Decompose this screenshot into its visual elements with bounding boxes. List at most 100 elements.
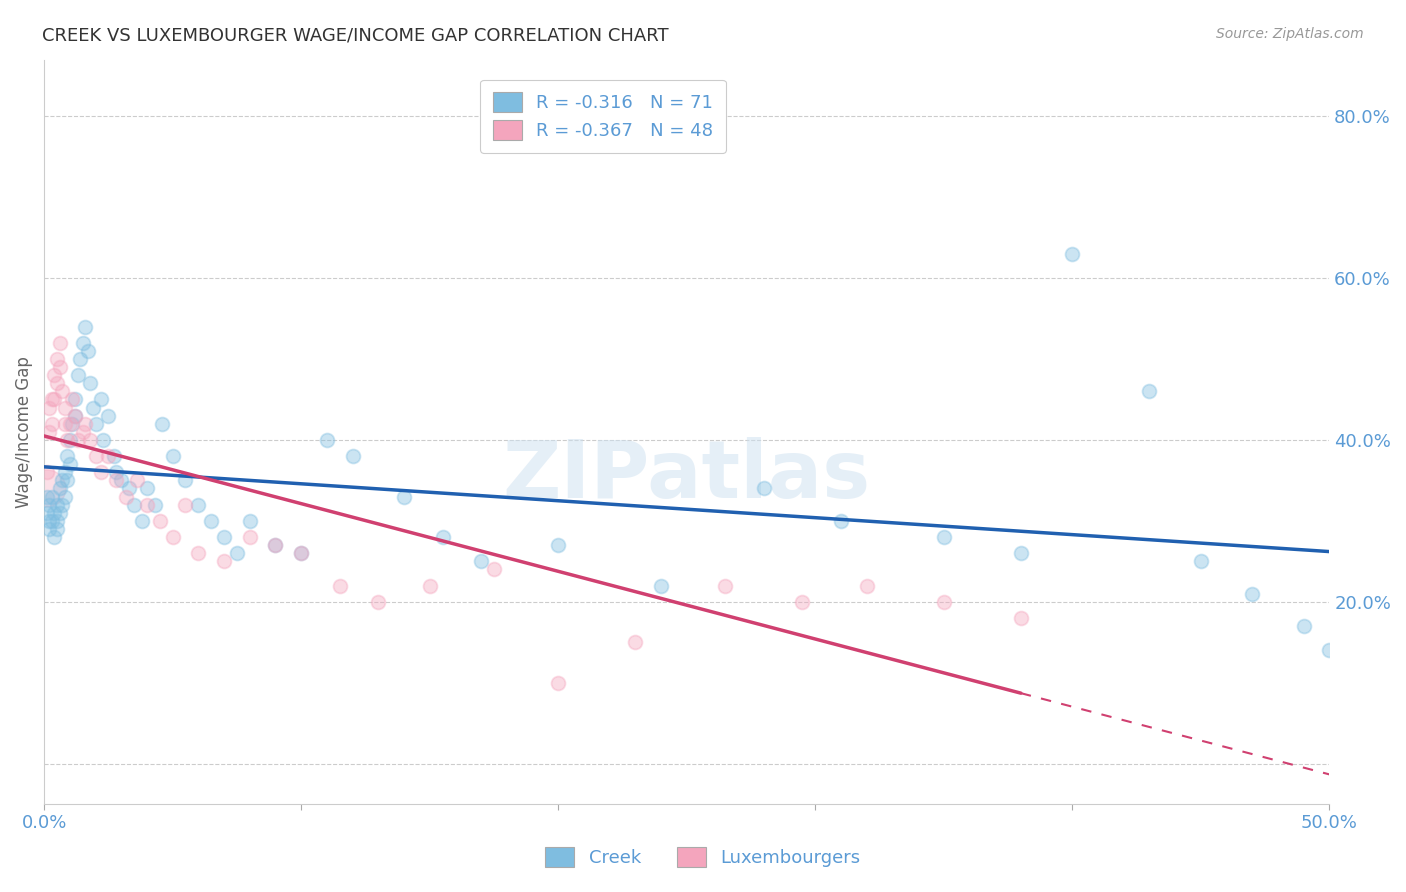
Point (97, 449, 120, 463)
Point (63, 392, 86, 407)
Point (63, 409, 86, 423)
Point (1137, 384, 1160, 399)
Point (624, 635, 647, 649)
Point (1010, 611, 1032, 625)
Point (56, 433, 79, 447)
Point (105, 465, 128, 479)
Point (35, 506, 58, 520)
Point (72, 335, 94, 350)
Point (264, 538, 287, 552)
Point (75, 319, 97, 334)
Point (84, 417, 107, 431)
Point (174, 473, 197, 487)
Point (60, 392, 83, 407)
Point (53, 490, 76, 504)
Point (264, 538, 287, 552)
Point (482, 562, 505, 576)
Point (103, 449, 125, 463)
Point (135, 498, 157, 512)
Point (69, 351, 91, 366)
Point (143, 498, 166, 512)
Point (419, 578, 441, 592)
Point (59, 433, 82, 447)
Point (56, 473, 79, 487)
Point (315, 433, 337, 447)
Point (174, 498, 197, 512)
Point (41, 392, 63, 407)
Point (53, 401, 76, 415)
Point (63, 409, 86, 423)
Point (342, 449, 364, 463)
Point (932, 595, 955, 609)
Point (547, 538, 569, 552)
Point (830, 514, 852, 528)
Point (44, 392, 66, 407)
Point (91, 433, 114, 447)
Point (392, 490, 415, 504)
Point (75, 417, 97, 431)
Point (53, 465, 76, 479)
Point (48, 335, 70, 350)
Point (90, 392, 112, 407)
Point (290, 546, 312, 560)
Point (239, 530, 262, 544)
Point (35, 482, 58, 496)
Point (59, 417, 82, 431)
Text: Source: ZipAtlas.com: Source: ZipAtlas.com (1216, 27, 1364, 41)
Point (90, 465, 112, 479)
Point (41, 490, 63, 504)
Point (125, 473, 148, 487)
Point (187, 546, 209, 560)
Point (150, 417, 173, 431)
Point (115, 490, 138, 504)
Point (66, 433, 89, 447)
Point (212, 554, 235, 568)
Point (135, 482, 157, 496)
Legend: Creek, Luxembourgers: Creek, Luxembourgers (538, 839, 868, 874)
Point (35, 465, 58, 479)
Point (187, 498, 209, 512)
Point (41, 514, 63, 528)
Point (470, 554, 492, 568)
Point (1010, 546, 1032, 560)
Point (38, 401, 60, 415)
Point (48, 482, 70, 496)
Point (53, 417, 76, 431)
Point (76, 343, 98, 358)
Point (105, 473, 128, 487)
Point (51, 498, 73, 512)
Point (48, 360, 70, 375)
Point (1189, 554, 1212, 568)
Point (650, 578, 672, 592)
Point (60, 417, 83, 431)
Point (46, 514, 69, 528)
Point (46, 522, 69, 536)
Point (51, 384, 73, 399)
Point (72, 425, 94, 439)
Point (432, 530, 454, 544)
Point (44, 368, 66, 383)
Point (1062, 247, 1084, 261)
Point (225, 546, 247, 560)
Point (46, 498, 69, 512)
Point (1241, 586, 1264, 600)
Point (66, 368, 89, 383)
Point (56, 449, 79, 463)
Point (162, 449, 184, 463)
Point (46, 376, 69, 391)
Point (714, 578, 737, 592)
Point (290, 546, 312, 560)
Point (38, 498, 60, 512)
Point (1317, 643, 1340, 657)
Text: ZIPatlas: ZIPatlas (502, 437, 870, 516)
Point (48, 506, 70, 520)
Point (38, 514, 60, 528)
Point (79, 376, 101, 391)
Point (118, 482, 141, 496)
Point (38, 522, 60, 536)
Point (84, 449, 107, 463)
Point (932, 530, 955, 544)
Point (367, 595, 389, 609)
Point (122, 498, 145, 512)
Point (110, 473, 132, 487)
